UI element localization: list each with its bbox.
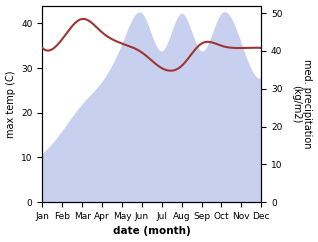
Y-axis label: med. precipitation
(kg/m2): med. precipitation (kg/m2) — [291, 59, 313, 149]
Y-axis label: max temp (C): max temp (C) — [5, 70, 16, 138]
X-axis label: date (month): date (month) — [113, 227, 191, 236]
